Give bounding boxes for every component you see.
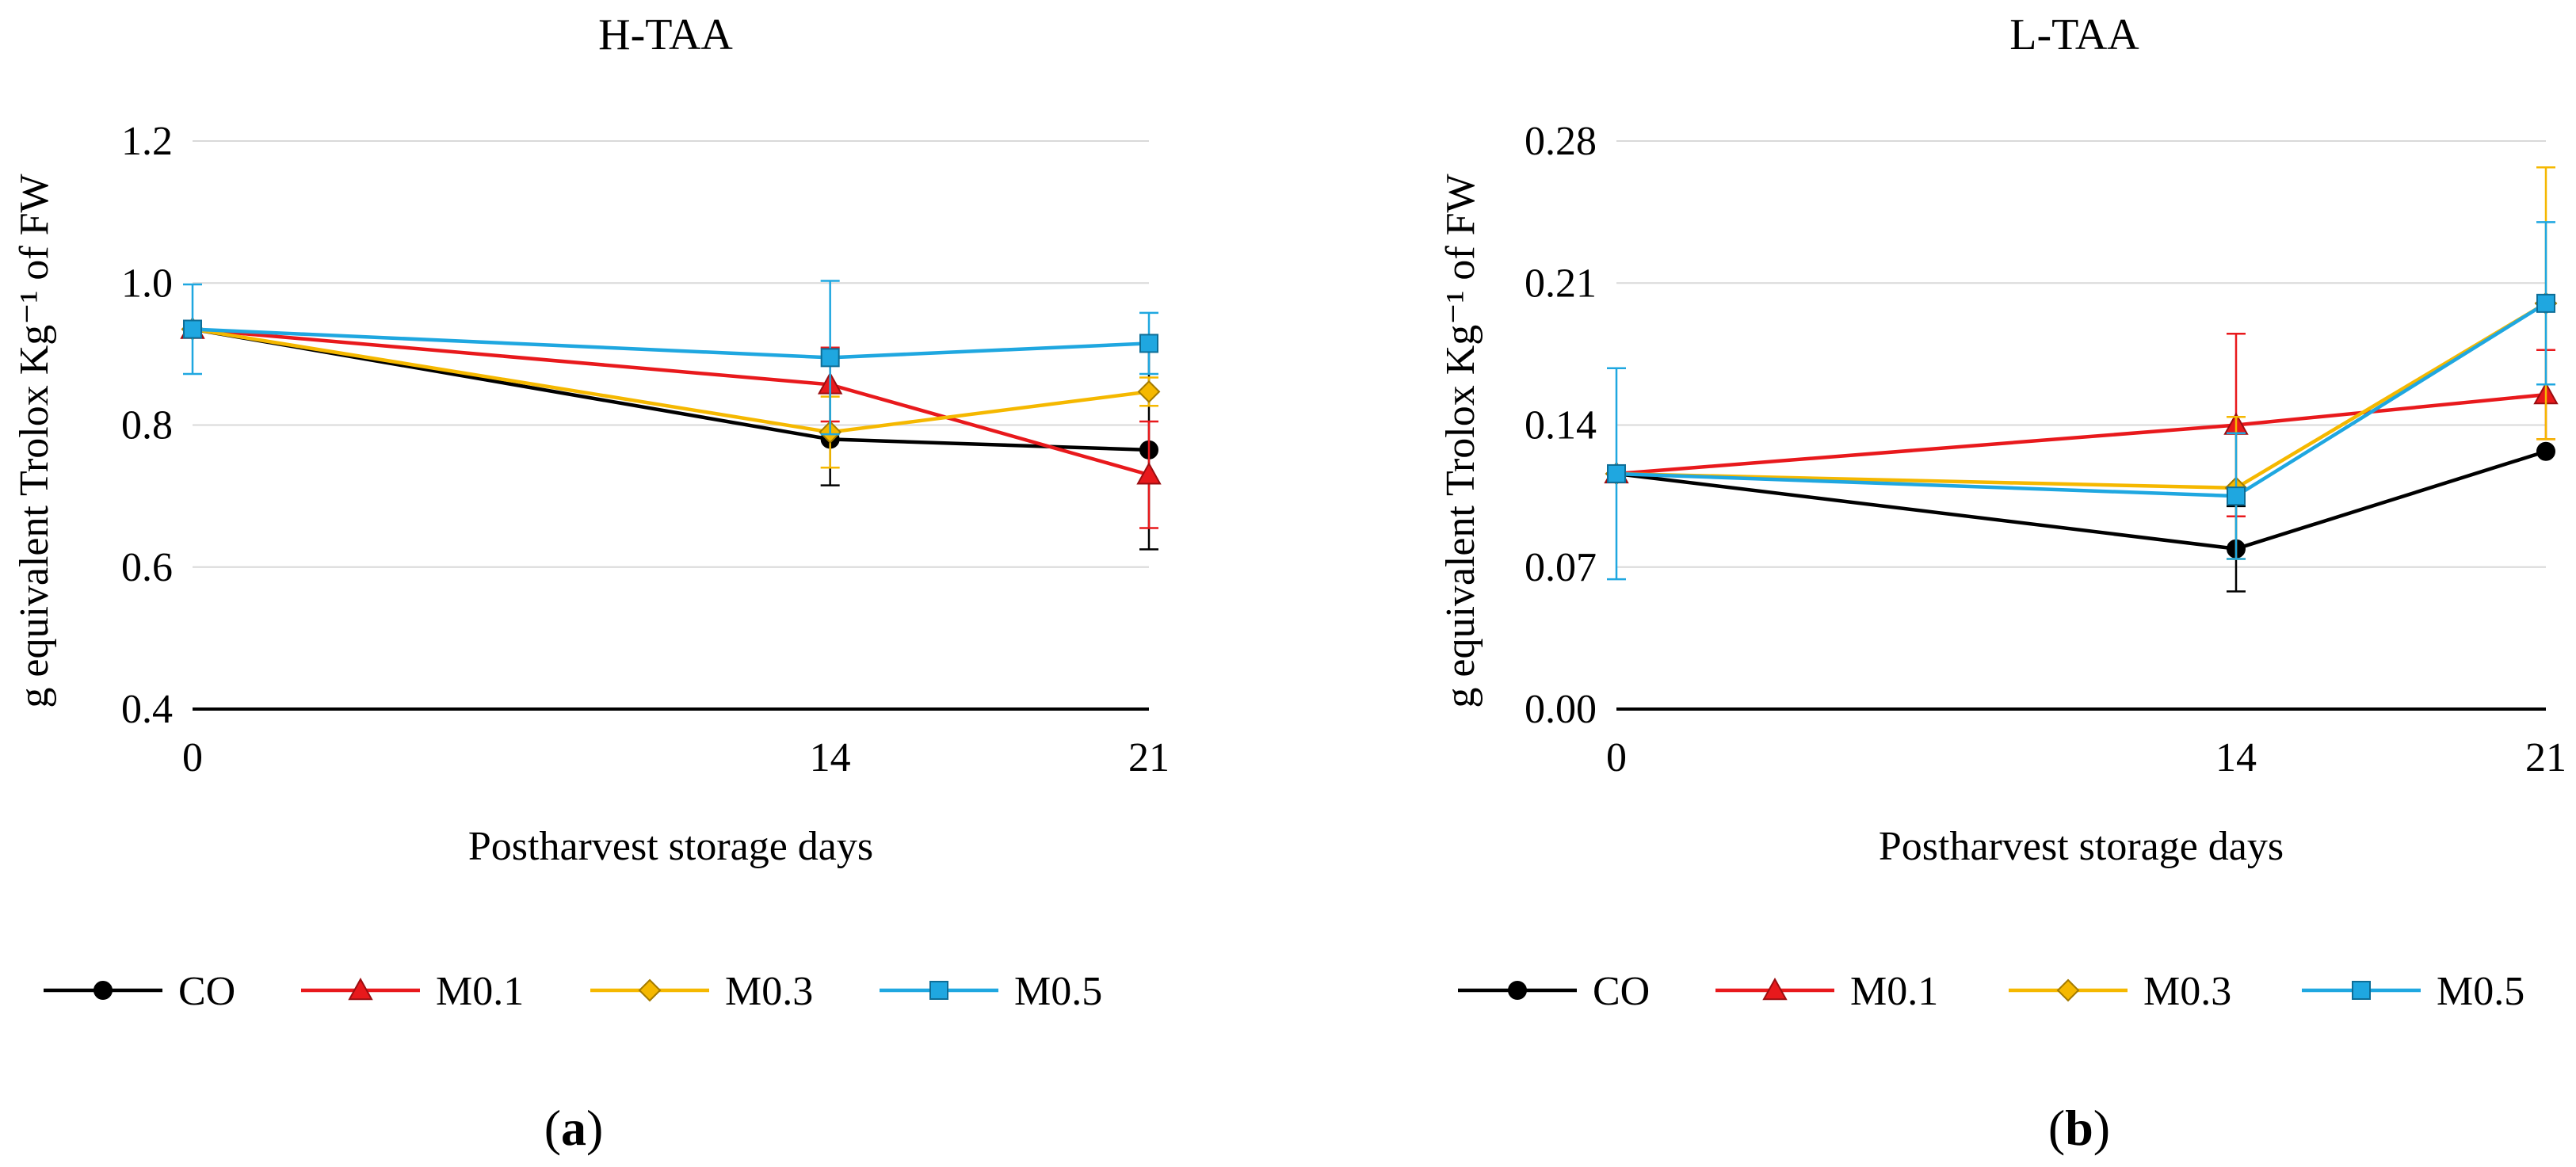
y-tick-label: 0.14	[1525, 403, 1597, 448]
data-point	[1136, 462, 1162, 485]
legend-label: CO	[1593, 969, 1650, 1014]
legend-label: CO	[178, 969, 235, 1014]
y-tick-label: 0.6	[121, 545, 173, 590]
series-M0.5	[1607, 221, 2555, 581]
y-tick-label: 0.00	[1525, 687, 1597, 732]
x-tick-label: 21	[2525, 735, 2566, 780]
y-tick-label: 0.8	[121, 403, 173, 448]
series-line	[1616, 392, 2547, 476]
data-point	[2536, 293, 2555, 313]
series-line	[1616, 301, 2547, 498]
chart-panel-b: L-TAA 0.00 0.07 0.14 0.21 0.28 0 14 21 Postharves…	[1438, 10, 2566, 1156]
panel-label-letter: b	[2065, 1100, 2093, 1156]
panel-label: (a)	[544, 1100, 604, 1156]
x-tick-label: 0	[1606, 735, 1627, 780]
data-point	[183, 319, 202, 339]
legend-item-M0.1: M0.1	[301, 969, 524, 1014]
series-M0.5	[183, 280, 1158, 436]
legend-item-M0.5: M0.5	[2302, 969, 2524, 1014]
legend-item-M0.3: M0.3	[590, 969, 813, 1014]
chart-panel-a: H-TAA 0.4 0.6 0.8 1.0 1.2 0 14 21 Postharvest sto…	[12, 10, 1170, 1156]
legend-label: M0.5	[1014, 969, 1102, 1014]
y-tick-label: 0.07	[1525, 545, 1597, 590]
data-point	[820, 348, 840, 368]
data-point	[1139, 334, 1158, 353]
legend-item-M0.1: M0.1	[1715, 969, 1938, 1014]
series-line	[192, 327, 1150, 434]
legend-item-CO: CO	[44, 969, 235, 1014]
x-axis-label: Postharvest storage days	[468, 824, 873, 869]
series-line	[192, 327, 1150, 452]
data-point	[1137, 379, 1161, 403]
y-tick-label: 0.21	[1525, 261, 1597, 306]
legend-label: M0.5	[2437, 969, 2524, 1014]
y-axis-label: g equivalent Trolox Kg⁻¹ of FW	[1438, 174, 1483, 707]
series-line	[1616, 301, 2547, 490]
y-tick-label: 0.4	[121, 687, 173, 732]
legend-marker	[638, 978, 662, 1002]
data-point	[1607, 463, 1626, 483]
legend-item-M0.5: M0.5	[880, 969, 1102, 1014]
legend-item-CO: CO	[1458, 969, 1650, 1014]
legend-marker	[93, 981, 113, 1000]
data-point	[2536, 441, 2555, 461]
legend-marker	[2056, 978, 2080, 1002]
data-point	[2227, 486, 2246, 506]
x-tick-label: 21	[1128, 735, 1170, 780]
legend-label: M0.1	[1850, 969, 1938, 1014]
legend-label: M0.1	[436, 969, 524, 1014]
x-tick-label: 0	[182, 735, 203, 780]
x-axis-label: Postharvest storage days	[1879, 824, 2284, 869]
y-tick-label: 1.2	[121, 119, 173, 164]
legend-marker	[1762, 977, 1788, 1001]
y-axis-label: g equivalent Trolox Kg⁻¹ of FW	[12, 174, 57, 707]
chart-title: L-TAA	[2009, 10, 2139, 59]
y-tick-label: 1.0	[121, 261, 173, 306]
panel-label-letter: a	[561, 1100, 586, 1156]
chart-title: H-TAA	[598, 10, 733, 59]
y-tick-label: 0.28	[1525, 119, 1597, 164]
legend-label: M0.3	[725, 969, 813, 1014]
legend-marker	[929, 981, 948, 1000]
panel-label: (b)	[2048, 1100, 2110, 1156]
series-M0.3	[1605, 166, 2558, 560]
legend-marker	[348, 977, 373, 1001]
legend-label: M0.3	[2143, 969, 2231, 1014]
x-tick-label: 14	[810, 735, 851, 780]
legend-marker	[1508, 981, 1527, 1000]
x-tick-label: 14	[2215, 735, 2257, 780]
series-line	[1616, 449, 2547, 551]
legend-marker	[2352, 981, 2371, 1000]
legend-item-M0.3: M0.3	[2009, 969, 2231, 1014]
